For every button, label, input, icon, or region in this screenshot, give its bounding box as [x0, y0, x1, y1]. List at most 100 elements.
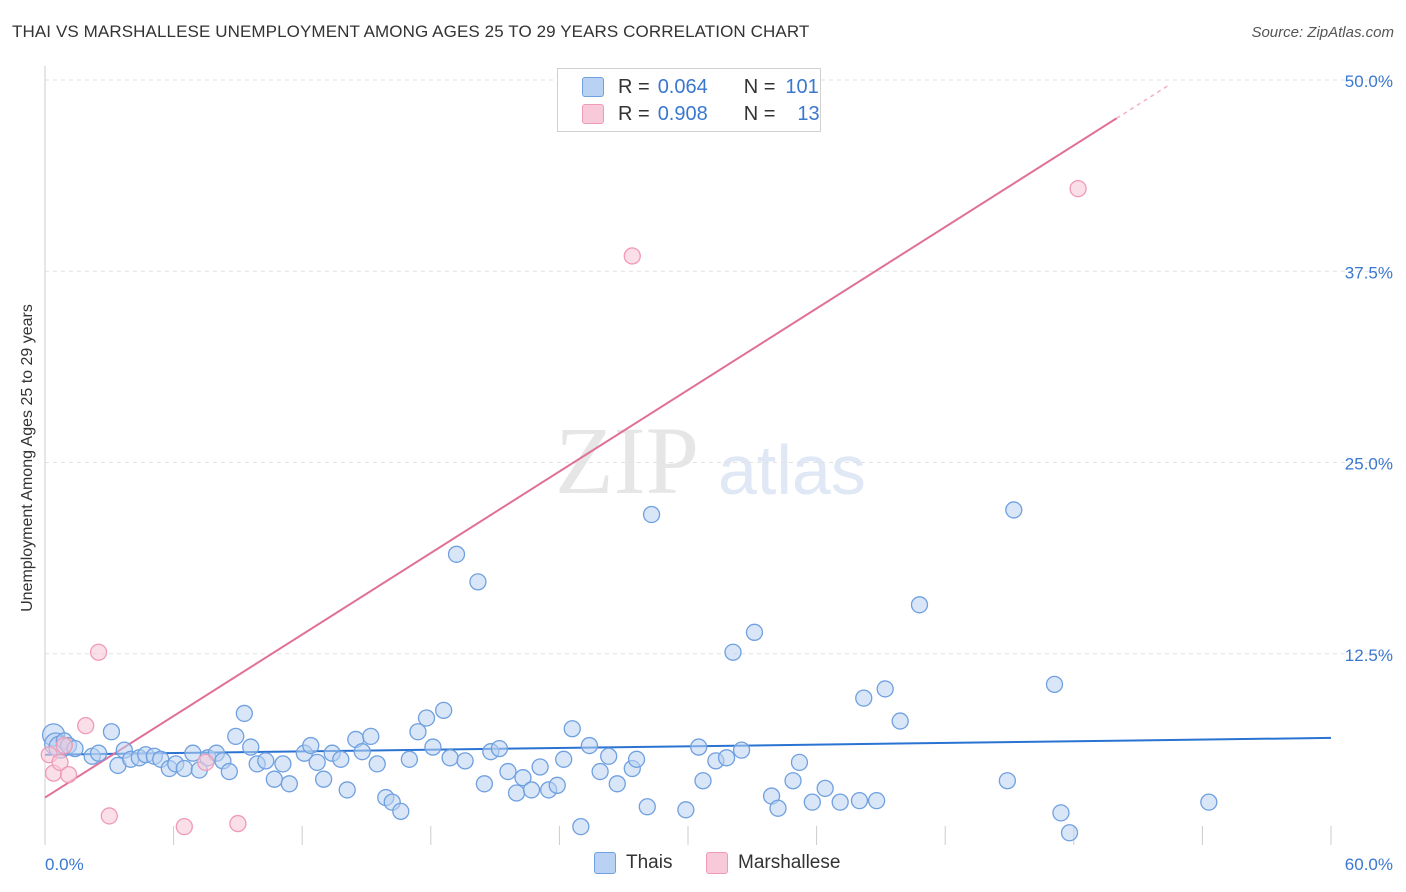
thais-point	[332, 750, 350, 768]
thais-point	[235, 704, 253, 723]
thais-point	[816, 779, 834, 798]
marshallese-r-label: R =	[618, 102, 650, 125]
bottom-legend-thais: Thais	[594, 852, 672, 874]
thais-point	[608, 775, 626, 793]
thais-point	[447, 545, 466, 563]
thais-point	[745, 623, 764, 641]
thais-point	[803, 793, 821, 811]
y-tick-label: 50.0%	[1345, 72, 1393, 91]
thais-point	[850, 791, 869, 810]
thais-point	[280, 775, 298, 793]
thais-point	[1005, 501, 1023, 519]
thais-point	[724, 643, 742, 661]
marshallese-point	[197, 753, 215, 772]
thais-point	[694, 772, 712, 790]
thais-point	[469, 573, 487, 591]
thais-point	[522, 781, 541, 799]
thais-point	[548, 776, 566, 794]
thais-point	[302, 736, 320, 755]
thais-point	[891, 712, 909, 730]
marshallese-point	[89, 643, 108, 661]
thais-point	[600, 747, 618, 765]
thais-point	[642, 505, 661, 524]
marshallese-n-value: 13	[797, 102, 820, 125]
thais-swatch	[582, 77, 604, 97]
thais-point	[257, 752, 275, 770]
watermark-atlas: atlas	[718, 431, 866, 509]
thais-point	[580, 736, 599, 755]
thais-point	[717, 749, 736, 767]
thais-point	[790, 753, 809, 772]
thais-point	[227, 727, 245, 746]
watermark-zip: ZIP	[555, 407, 699, 514]
thais-point	[910, 596, 929, 614]
thais-point	[555, 750, 573, 768]
marshallese-swatch	[582, 104, 604, 124]
thais-trend-line	[44, 736, 1332, 756]
thais-point	[677, 801, 695, 819]
thais-point	[769, 799, 787, 817]
trend-lines	[44, 83, 1332, 799]
data-points	[40, 179, 1218, 842]
thais-point	[514, 769, 532, 787]
bottom-legend-marshallese: Marshallese	[706, 852, 840, 874]
thais-legend-swatch	[594, 852, 616, 874]
marshallese-point	[77, 717, 95, 735]
thais-point	[732, 741, 751, 759]
thais-point	[308, 753, 326, 772]
thais-point	[102, 723, 121, 741]
thais-point	[1200, 793, 1218, 811]
x-tick-label-min: 0.0%	[45, 855, 84, 874]
thais-n-value: 101	[785, 75, 819, 98]
correlation-legend: R = 0.064 N = 101 R = 0.908 N = 13	[557, 68, 821, 132]
thais-point	[417, 709, 436, 727]
marshallese-point	[51, 753, 69, 772]
thais-point	[591, 762, 609, 781]
x-tick-label-max: 60.0%	[1345, 855, 1393, 874]
marshallese-point	[1069, 179, 1087, 198]
marshallese-point	[59, 765, 78, 784]
thais-point	[274, 755, 292, 773]
thais-point	[409, 723, 427, 741]
legend-row-thais: R = 0.064 N = 101	[558, 75, 819, 99]
thais-n-label: N =	[743, 75, 776, 98]
thais-point	[563, 720, 581, 738]
thais-r-label: R =	[618, 75, 650, 98]
marshallese-point	[229, 814, 247, 833]
marshallese-point	[100, 807, 118, 825]
marshallese-n-label: N =	[743, 102, 776, 125]
marshallese-legend-swatch	[706, 852, 728, 874]
thais-point	[424, 738, 442, 756]
marshallese-point	[175, 817, 193, 836]
thais-point	[784, 772, 802, 790]
thais-point	[638, 798, 656, 816]
thais-point	[338, 781, 356, 799]
thais-point	[998, 772, 1017, 790]
thais-point	[368, 755, 386, 773]
thais-point	[490, 739, 509, 758]
thais-point	[265, 770, 283, 788]
chart-title: THAI VS MARSHALLESE UNEMPLOYMENT AMONG A…	[12, 22, 810, 41]
thais-point	[175, 759, 193, 778]
y-tick-label: 12.5%	[1345, 646, 1393, 665]
marshallese-point	[55, 736, 73, 755]
thais-point	[220, 762, 238, 781]
thais-point	[392, 802, 410, 820]
thais-point	[1060, 824, 1079, 842]
thais-point	[690, 738, 708, 756]
thais-point	[627, 750, 646, 768]
thais-point	[531, 758, 549, 776]
thais-point	[867, 791, 886, 810]
legend-row-marshallese: R = 0.908 N = 13	[558, 102, 820, 126]
tick-labels: 12.5% 25.0% 37.5% 50.0% 0.0% 60.0%	[45, 72, 1393, 874]
thais-point	[400, 750, 419, 768]
thais-point	[1052, 804, 1070, 822]
marshallese-trend-extension	[1116, 83, 1171, 119]
thais-point	[572, 817, 590, 836]
thais-point	[314, 770, 333, 788]
source-label: Source: ZipAtlas.com	[1251, 24, 1394, 41]
thais-point	[435, 701, 453, 720]
marshallese-r-value: 0.908	[657, 102, 708, 125]
thais-point	[456, 752, 474, 770]
